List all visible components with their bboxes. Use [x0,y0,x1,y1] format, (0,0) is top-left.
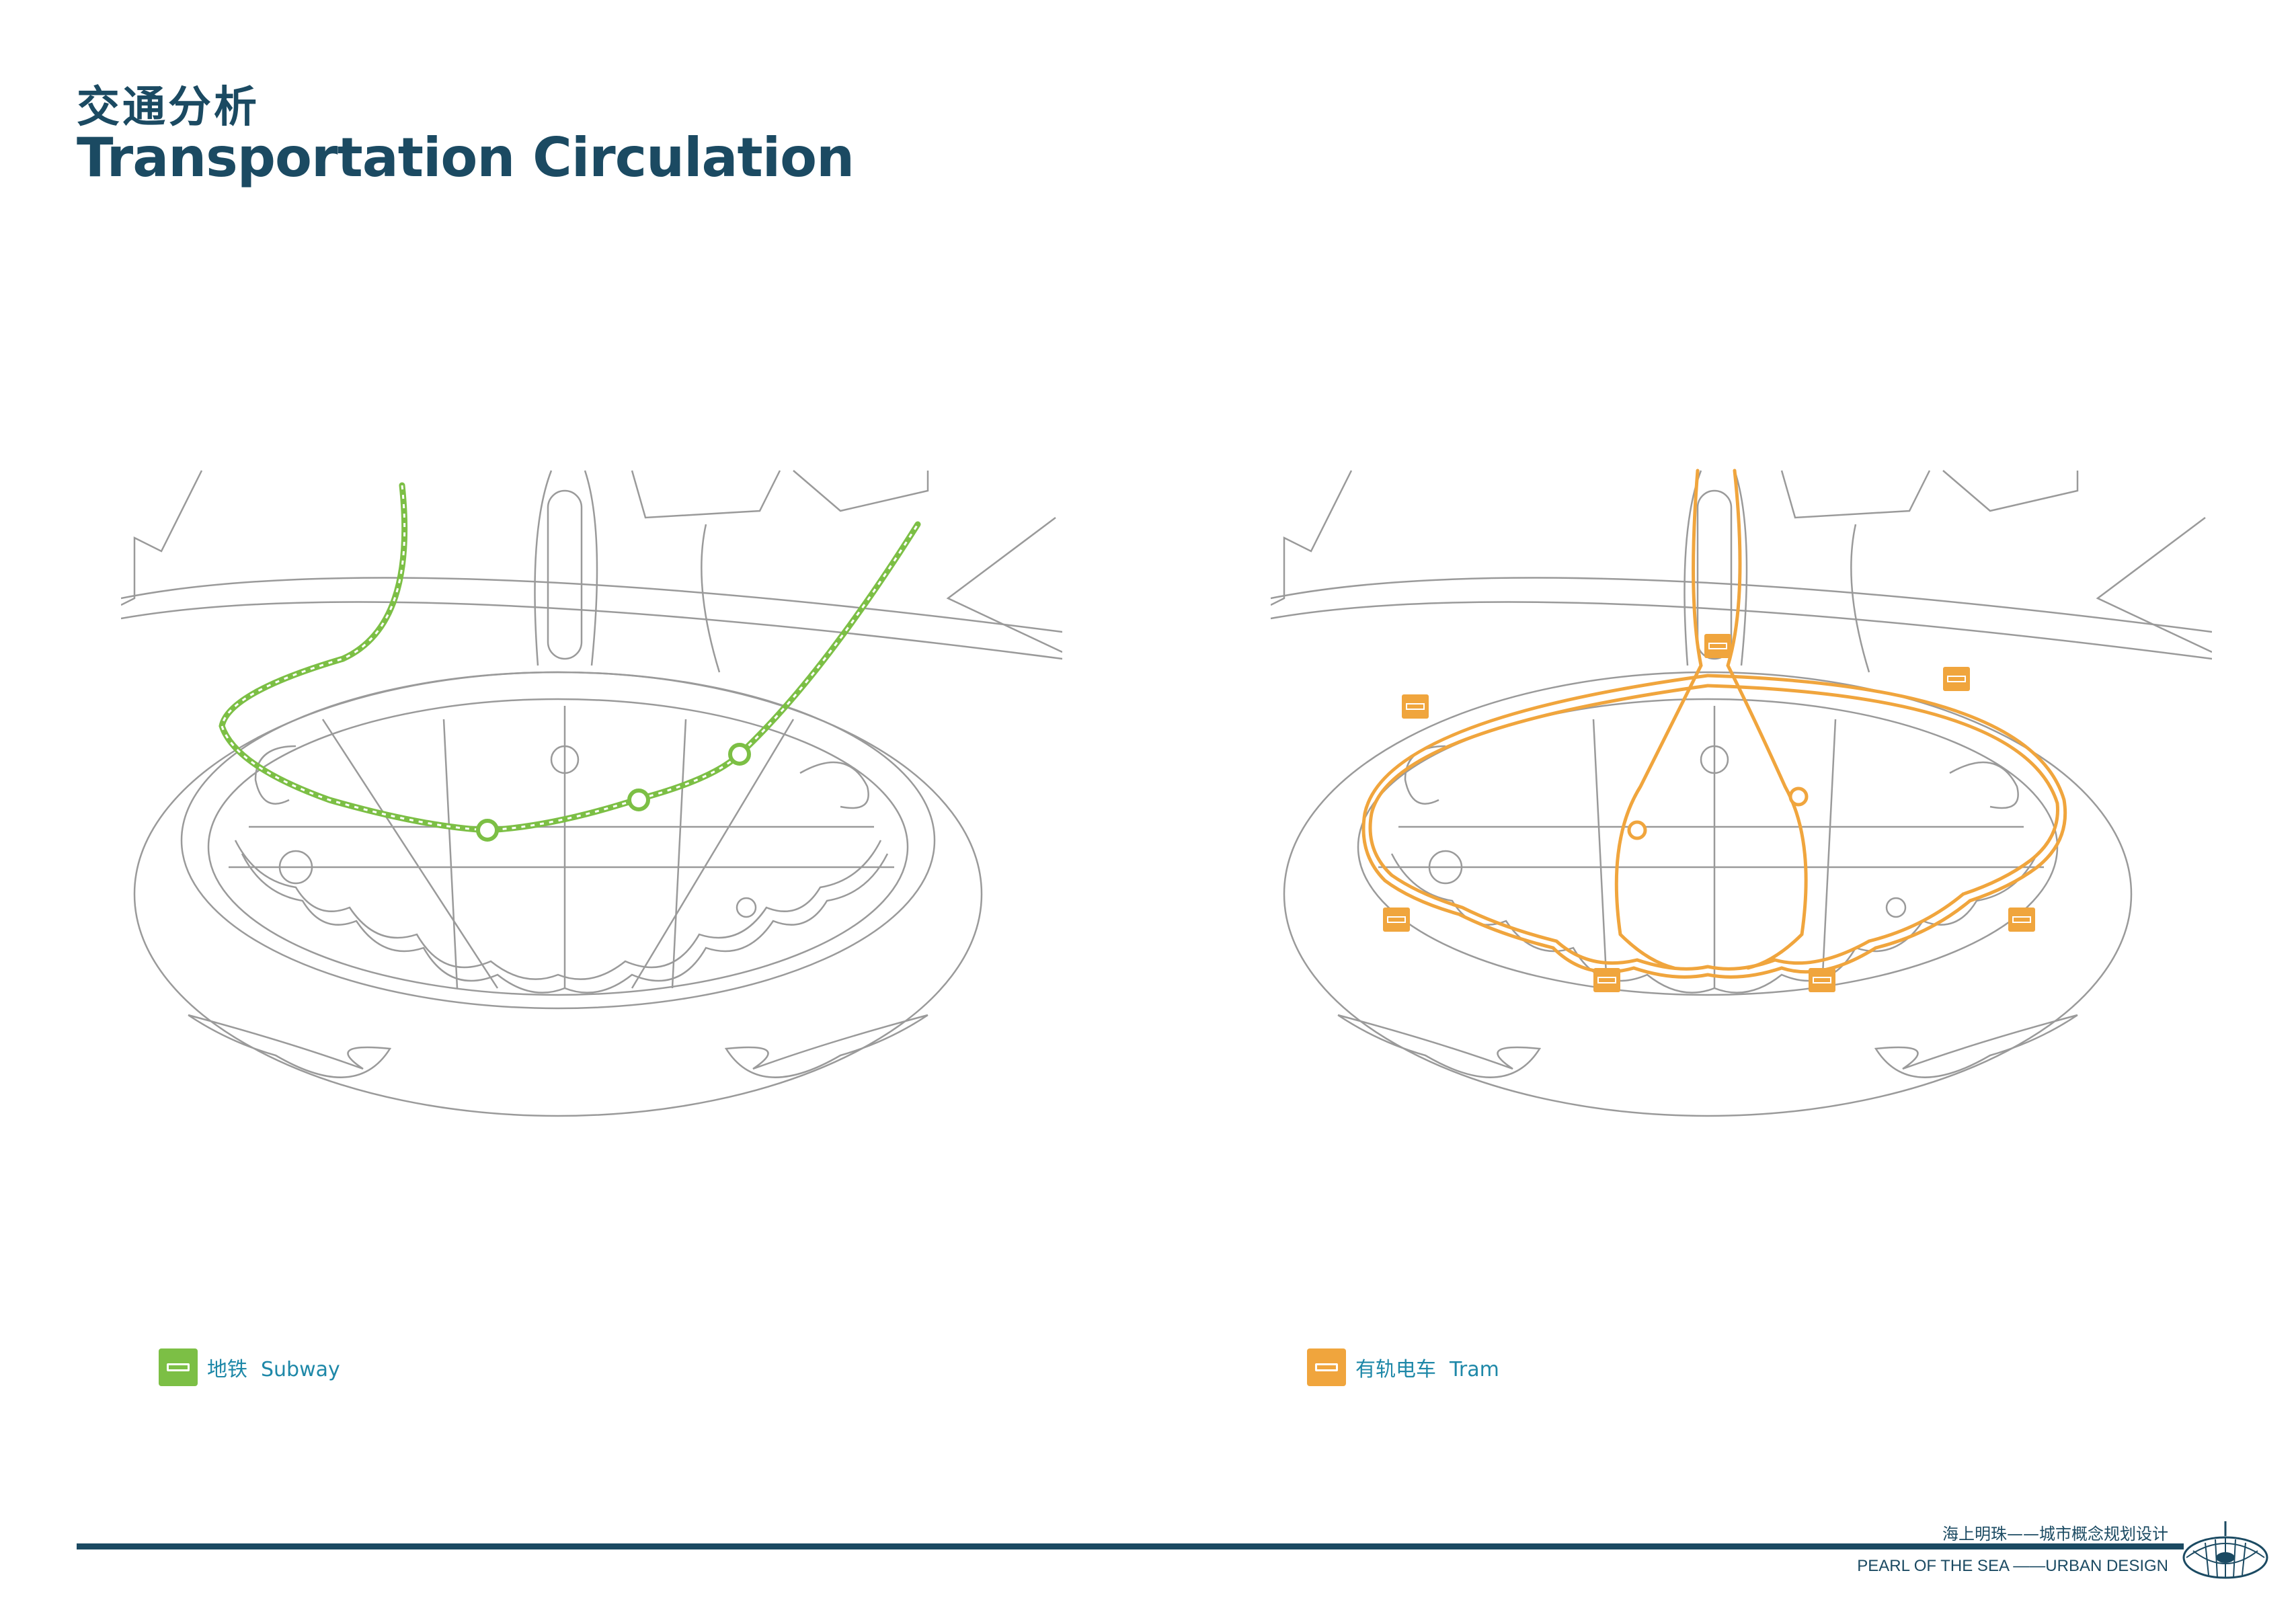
main-road-north [1271,577,2212,633]
legend-tram-label-cn: 有轨电车 [1355,1358,1436,1381]
pearl-logo-icon [2182,1521,2268,1579]
road-east-1 [946,517,1062,653]
road-east-2 [701,524,721,673]
tram-stops [1383,634,2035,992]
main-road-north [121,577,1062,633]
north-spine-right [1733,470,1748,666]
road-east-1 [2096,517,2212,653]
north-block-1 [1780,470,1931,519]
roundabout-e [736,897,757,918]
cross-road-4 [631,719,795,989]
main-road-north-2 [1271,601,2212,660]
tram-spine-right [1726,469,1808,970]
inner-scallop [234,840,882,980]
tram-junctions [1627,787,1809,840]
roundabout-w [1428,850,1463,885]
road-network [1271,470,2212,1117]
tram-stop-icon [1943,667,1970,691]
roundabout-e [1885,897,1907,918]
wing-left [188,1014,392,1078]
footer-divider [77,1543,2184,1549]
tram-lines [1361,469,2067,979]
ring-road-inner [1357,698,2059,996]
tram-junction [1788,787,1809,807]
north-spine-right [584,470,598,666]
north-block-2 [793,470,929,512]
wing-right [1874,1014,2078,1078]
tram-map [1271,469,2212,1117]
legend-tram: 有轨电车 Tram [1307,1348,1499,1386]
cross-road-6 [442,719,459,989]
tram-stop-icon [1593,968,1620,992]
outer-ring [133,671,983,1117]
cross-road-3 [321,719,499,989]
page-title-en: Transportation Circulation [77,126,855,189]
tram-spine-left [1614,469,1703,970]
east-lobe [799,761,869,809]
cross-road-6 [1592,719,1608,989]
tram-stop-icon [1402,694,1429,719]
legend-subway: 地铁 Subway [159,1348,340,1386]
tram-stop-icon [2008,908,2035,932]
north-median [547,489,583,660]
subway-station [627,789,650,811]
coastline-left [121,470,203,606]
road-east-2 [1850,524,1870,673]
legend-subway-label-en: Subway [261,1358,340,1381]
subway-station [476,819,499,842]
legend-tram-label-en: Tram [1450,1358,1499,1381]
main-road-north-2 [121,601,1062,660]
tram-junction [1627,820,1647,840]
tram-ring [1361,674,2067,979]
tram-ring-inner [1368,684,2059,971]
tram-icon [1307,1348,1346,1386]
ring-road-outer [180,671,936,1010]
tram-stop-icon [1809,968,1835,992]
north-block-1 [631,470,781,519]
cross-road-7 [1821,719,1837,989]
train-icon [159,1348,198,1386]
subway-station [728,743,751,766]
north-spine-left [534,470,553,666]
tram-stop-icon [1704,634,1731,658]
roundabout-c [1700,745,1729,774]
outer-ring [1283,671,2133,1117]
north-block-2 [1942,470,2079,512]
north-median [1696,489,1733,660]
roundabout-c [550,745,580,774]
page-title-cn: 交通分析 [77,83,260,132]
legend-subway-label-cn: 地铁 [207,1358,247,1381]
coastline-left [1271,470,1353,606]
wing-left [1337,1014,1542,1078]
east-lobe [1949,761,2019,809]
subway-map [121,470,1062,1117]
cross-road-7 [671,719,687,989]
footer-project-en: PEARL OF THE SEA ——URBAN DESIGN [1857,1557,2168,1575]
subway-stations [476,743,751,842]
wing-right [724,1014,928,1078]
west-lobe [254,745,296,805]
roundabout-w [278,850,313,885]
ring-road-inner [207,698,909,996]
footer-project-cn: 海上明珠——城市概念规划设计 [1942,1525,2168,1543]
road-network [121,470,1062,1117]
tram-stop-icon [1383,908,1410,932]
